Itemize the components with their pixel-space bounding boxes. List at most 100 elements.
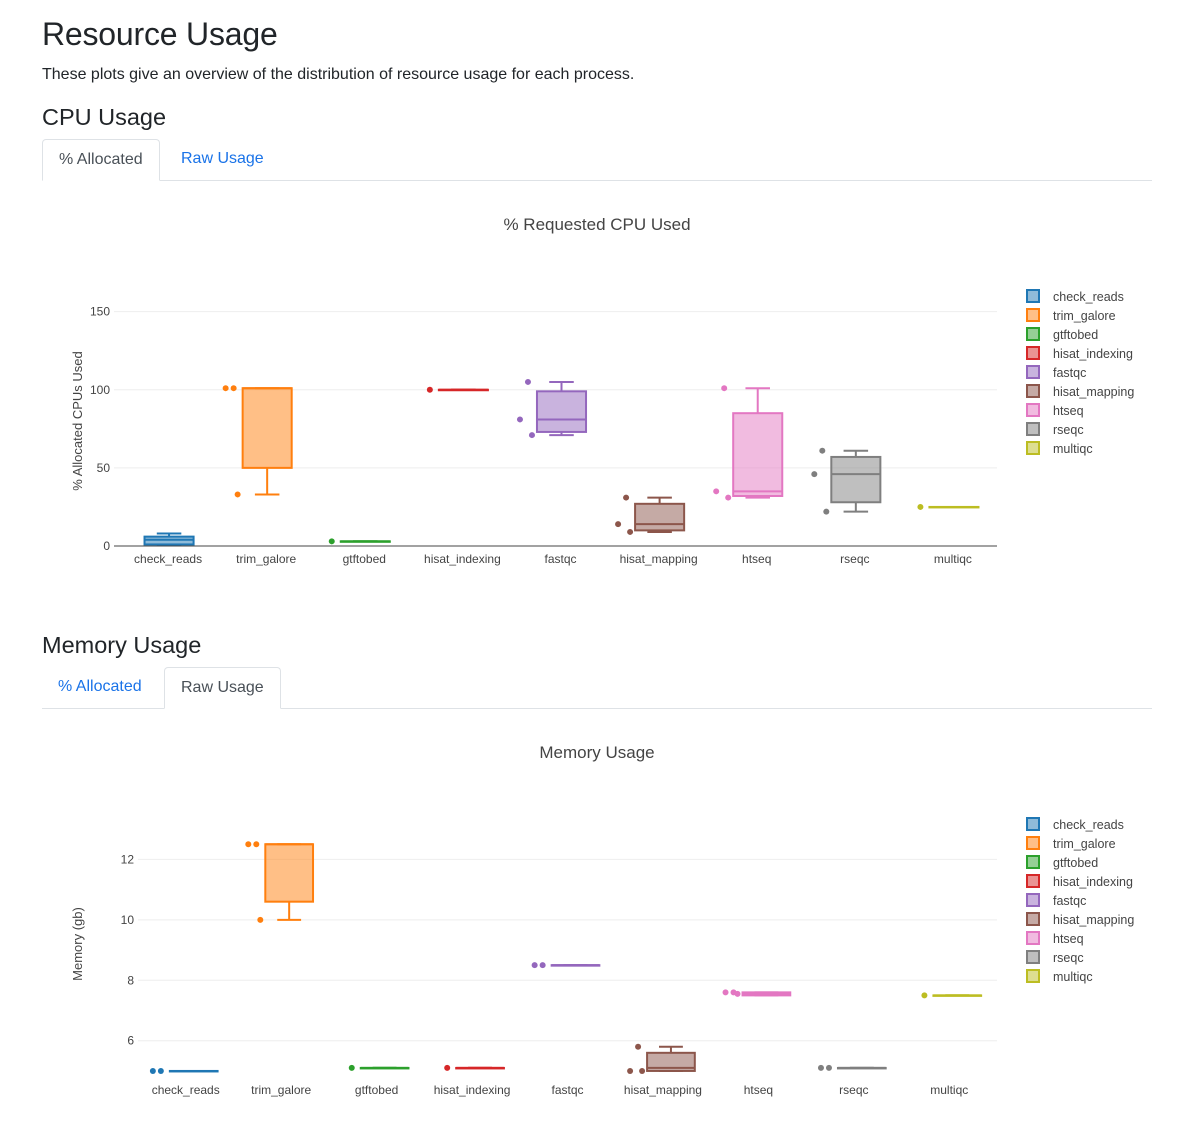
data-point: [823, 508, 830, 515]
y-tick-label: 12: [121, 852, 135, 866]
legend-swatch-multiqc: [1026, 969, 1040, 983]
box-rseqc: [811, 447, 882, 515]
box-multiqc: [921, 992, 983, 999]
data-point: [817, 1064, 824, 1071]
x-tick-label: fastqc: [544, 552, 576, 566]
box-multiqc: [917, 503, 980, 510]
data-point: [245, 841, 252, 848]
data-point: [734, 990, 741, 997]
x-tick-label: fastqc: [551, 1083, 583, 1097]
legend-swatch-fastqc: [1026, 365, 1040, 379]
x-tick-label: trim_galore: [251, 1083, 311, 1097]
data-point: [348, 1064, 355, 1071]
legend-label-hisat_mapping: hisat_mapping: [1053, 385, 1134, 399]
box-body: [646, 1051, 696, 1072]
data-point: [528, 432, 535, 439]
legend-label-fastqc: fastqc: [1053, 894, 1086, 908]
legend-swatch-trim_galore: [1026, 836, 1040, 850]
legend-swatch-check_reads: [1026, 817, 1040, 831]
data-point: [516, 416, 523, 423]
box-rseqc: [817, 1064, 887, 1071]
cpu-tab-allocated[interactable]: % Allocated: [42, 139, 160, 181]
data-point: [253, 841, 260, 848]
x-tick-label: hisat_indexing: [434, 1083, 511, 1097]
legend-label-multiqc: multiqc: [1053, 442, 1093, 456]
y-tick-label: 6: [127, 1034, 134, 1048]
data-point: [230, 385, 237, 392]
x-tick-label: htseq: [744, 1083, 773, 1097]
x-tick-label: hisat_mapping: [624, 1083, 702, 1097]
box-hisat_mapping: [615, 494, 686, 535]
data-point: [825, 1064, 832, 1071]
x-tick-label: multiqc: [934, 552, 972, 566]
data-point: [531, 962, 538, 969]
box-check_reads: [143, 532, 195, 546]
x-tick-label: rseqc: [839, 1083, 868, 1097]
memory-section-heading: Memory Usage: [42, 632, 202, 658]
box-trim_galore: [245, 841, 315, 923]
y-tick-label: 150: [90, 305, 110, 319]
box-gtftobed: [328, 538, 391, 545]
legend-label-hisat_indexing: hisat_indexing: [1053, 875, 1133, 889]
legend-label-hisat_mapping: hisat_mapping: [1053, 913, 1134, 927]
x-tick-label: trim_galore: [236, 552, 296, 566]
data-point: [639, 1067, 646, 1074]
x-tick-label: rseqc: [840, 552, 869, 566]
legend-swatch-fastqc: [1026, 893, 1040, 907]
data-point: [627, 1067, 634, 1074]
x-tick-label: gtftobed: [343, 552, 386, 566]
data-point: [234, 491, 241, 498]
x-tick-label: hisat_mapping: [620, 552, 698, 566]
data-point: [524, 378, 531, 385]
legend-label-htseq: htseq: [1053, 404, 1084, 418]
x-tick-label: hisat_indexing: [424, 552, 501, 566]
x-tick-label: multiqc: [930, 1083, 968, 1097]
data-point: [157, 1067, 164, 1074]
data-point: [222, 385, 229, 392]
cpu-tab-raw-usage[interactable]: Raw Usage: [181, 150, 264, 167]
legend-swatch-check_reads: [1026, 289, 1040, 303]
legend-swatch-hisat_indexing: [1026, 874, 1040, 888]
y-tick-label: 10: [121, 913, 135, 927]
legend-swatch-hisat_mapping: [1026, 912, 1040, 926]
memory-tab-allocated[interactable]: % Allocated: [58, 678, 142, 695]
legend-swatch-htseq: [1026, 403, 1040, 417]
y-tick-label: 100: [90, 383, 110, 397]
box-hisat_mapping: [627, 1043, 696, 1074]
data-point: [722, 989, 729, 996]
box-body: [241, 387, 293, 469]
memory-tab-bar: % Allocated Raw Usage: [42, 667, 1152, 709]
data-point: [811, 471, 818, 478]
box-gtftobed: [348, 1064, 410, 1071]
box-hisat_indexing: [444, 1064, 505, 1071]
data-point: [635, 1043, 642, 1050]
legend-label-multiqc: multiqc: [1053, 970, 1093, 984]
data-point: [721, 385, 728, 392]
chart-title: Memory Usage: [539, 743, 654, 762]
legend-label-gtftobed: gtftobed: [1053, 856, 1098, 870]
box-fastqc: [516, 378, 588, 439]
legend-label-trim_galore: trim_galore: [1053, 837, 1116, 851]
legend-label-htseq: htseq: [1053, 932, 1084, 946]
cpu-tab-bar: % Allocated Raw Usage: [42, 139, 1152, 181]
data-point: [257, 916, 264, 923]
legend-label-hisat_indexing: hisat_indexing: [1053, 347, 1133, 361]
data-point: [539, 962, 546, 969]
legend-label-check_reads: check_reads: [1053, 290, 1124, 304]
y-axis-label: % Allocated CPUs Used: [70, 351, 85, 490]
data-point: [917, 503, 924, 510]
data-point: [444, 1064, 451, 1071]
data-point: [615, 521, 622, 528]
legend-swatch-hisat_mapping: [1026, 384, 1040, 398]
page-intro: These plots give an overview of the dist…: [42, 66, 635, 83]
memory-tab-raw-usage[interactable]: Raw Usage: [164, 667, 281, 709]
box-body: [535, 390, 588, 433]
box-body: [634, 502, 686, 532]
box-htseq: [713, 385, 784, 501]
legend-swatch-gtftobed: [1026, 855, 1040, 869]
box-hisat_indexing: [426, 386, 489, 393]
legend-label-gtftobed: gtftobed: [1053, 328, 1098, 342]
x-tick-label: htseq: [742, 552, 771, 566]
y-tick-label: 50: [97, 461, 111, 475]
legend-swatch-trim_galore: [1026, 308, 1040, 322]
